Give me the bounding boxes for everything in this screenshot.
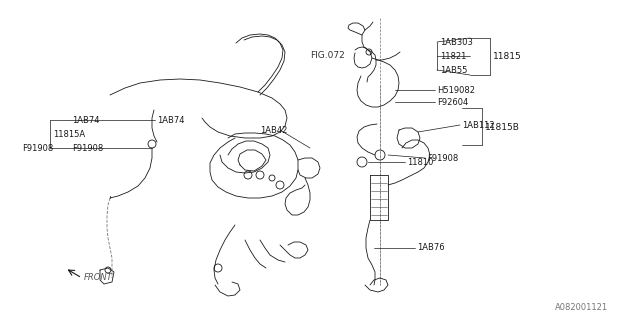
Text: 1AB303: 1AB303 bbox=[440, 37, 473, 46]
Text: 11815B: 11815B bbox=[485, 123, 520, 132]
Text: 11815A: 11815A bbox=[53, 130, 85, 139]
Circle shape bbox=[256, 171, 264, 179]
Text: 1AB74: 1AB74 bbox=[72, 116, 99, 124]
Text: FRONT: FRONT bbox=[84, 274, 113, 283]
Text: A082001121: A082001121 bbox=[555, 303, 608, 313]
Text: 1AB112: 1AB112 bbox=[462, 121, 495, 130]
Text: F92604: F92604 bbox=[437, 98, 468, 107]
Text: H519082: H519082 bbox=[437, 85, 475, 94]
Circle shape bbox=[244, 171, 252, 179]
Text: 1AB74: 1AB74 bbox=[157, 116, 184, 124]
Text: 11821: 11821 bbox=[440, 52, 467, 60]
Text: FIG.072: FIG.072 bbox=[310, 51, 345, 60]
Text: F91908: F91908 bbox=[72, 143, 103, 153]
Text: 1AB55: 1AB55 bbox=[440, 66, 467, 75]
Circle shape bbox=[357, 157, 367, 167]
Text: 1AB76: 1AB76 bbox=[417, 244, 445, 252]
Text: F91908: F91908 bbox=[427, 154, 458, 163]
Text: F91908: F91908 bbox=[22, 143, 53, 153]
Text: 11810: 11810 bbox=[407, 157, 433, 166]
Text: 1AB42: 1AB42 bbox=[260, 125, 287, 134]
Text: 11815: 11815 bbox=[493, 52, 522, 60]
